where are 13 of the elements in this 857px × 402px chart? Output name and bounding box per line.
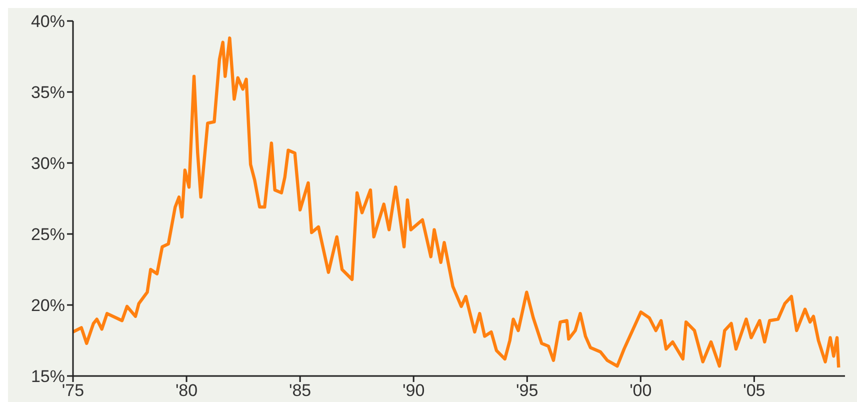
- y-tick-label: 40%: [30, 12, 65, 32]
- x-tick-label: '05: [743, 381, 766, 400]
- y-tick-label: 25%: [30, 225, 65, 244]
- x-tick-label: '00: [630, 381, 652, 400]
- line-series: [73, 36, 840, 370]
- x-tick-label: '75: [62, 381, 84, 400]
- y-tick-label: 30%: [30, 154, 65, 174]
- x-tick-label: '90: [402, 381, 425, 400]
- y-tick-label: 20%: [30, 296, 65, 316]
- x-tick-label: '85: [288, 381, 312, 400]
- x-tick-label: '80: [175, 381, 198, 400]
- y-tick-label: 35%: [30, 83, 65, 102]
- x-tick-label: '95: [516, 381, 538, 400]
